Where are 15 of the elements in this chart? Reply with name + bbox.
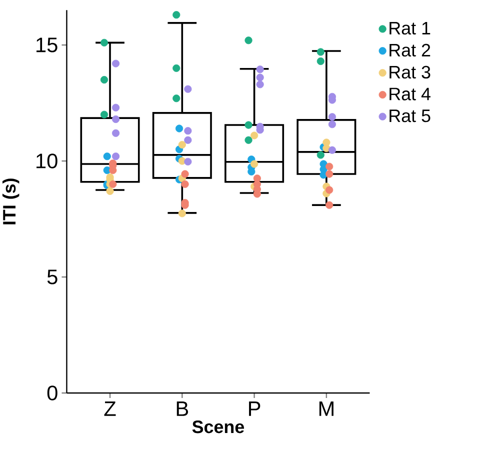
y-tick-label: 10	[36, 154, 58, 168]
legend-label: Rat 1	[390, 22, 430, 35]
x-axis-title: Scene	[192, 420, 244, 434]
y-tick-label: 15	[36, 38, 58, 52]
x-tick-label: B	[176, 402, 188, 416]
legend-label: Rat 2	[390, 44, 430, 57]
y-axis-title: ITI (s)	[2, 178, 20, 224]
legend-label: Rat 4	[390, 88, 430, 100]
x-tick-label: Z	[104, 402, 116, 416]
legend-label: Rat 5	[390, 110, 430, 122]
x-tick-label: P	[249, 402, 260, 416]
y-tick-label: 0	[47, 386, 58, 400]
y-tick-label: 5	[47, 270, 58, 284]
legend-label: Rat 3	[390, 66, 430, 79]
x-tick-label: M	[319, 402, 334, 416]
